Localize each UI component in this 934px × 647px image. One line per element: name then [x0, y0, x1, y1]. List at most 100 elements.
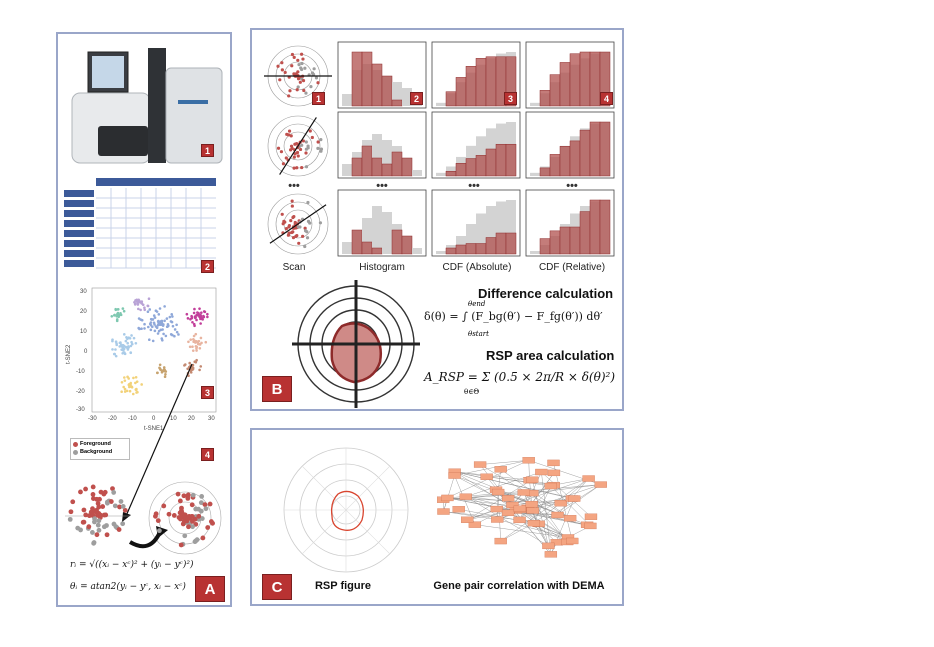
- scatter-point: [190, 492, 196, 498]
- expression-table: [64, 178, 216, 269]
- scan-point: [281, 162, 286, 166]
- tsne-point: [115, 319, 119, 323]
- bg-bar: [436, 251, 446, 254]
- scan-point: [300, 61, 304, 66]
- step-badge-a4: 4: [201, 448, 214, 461]
- sum-index: θ∈Θ: [464, 388, 480, 396]
- tsne-point: [146, 304, 150, 308]
- cdf-plot: [431, 111, 521, 179]
- tsne-point: [159, 368, 162, 372]
- scan-point: [278, 78, 282, 82]
- fg-bar: [549, 230, 561, 255]
- scatter-point: [198, 508, 204, 514]
- scan-point: [280, 68, 284, 72]
- gene-node: [547, 459, 560, 467]
- cdf-plot: [525, 189, 615, 257]
- scan-point: [319, 138, 323, 142]
- scan-point: [296, 85, 300, 89]
- tsne-point: [203, 310, 207, 314]
- tsne-point: [121, 307, 125, 310]
- tsne-point: [132, 336, 136, 340]
- tsne-point: [193, 316, 197, 320]
- bg-bar: [382, 140, 392, 176]
- gene-node: [525, 500, 538, 508]
- rsp-polar-figure: [283, 447, 409, 573]
- tsne-point: [168, 315, 172, 319]
- bg-bar: [436, 172, 446, 176]
- bg-bar: [466, 224, 476, 254]
- tsne-point: [115, 343, 119, 347]
- scatter-point: [184, 518, 190, 524]
- formula-theta: θᵢ = atan2(yᵢ − yᶜ, xᵢ − xᶜ): [70, 582, 186, 592]
- tsne-point: [148, 322, 152, 326]
- gene-node: [526, 476, 539, 483]
- network-edge: [465, 471, 542, 497]
- scatter-point: [189, 514, 195, 519]
- scatter-point: [203, 506, 209, 512]
- scan-point: [303, 66, 307, 70]
- scan-point: [291, 215, 295, 220]
- scatter-point: [68, 509, 74, 515]
- fg-bar: [381, 75, 393, 107]
- legend-background: Background: [80, 449, 113, 455]
- fg-bar: [445, 170, 457, 177]
- fg-bar: [505, 56, 517, 107]
- fg-bar: [445, 247, 457, 255]
- step-badge-a3: 3: [201, 386, 214, 399]
- tsne-xtick: -30: [88, 416, 97, 422]
- fg-bar: [579, 129, 591, 177]
- gene-node: [494, 537, 507, 545]
- integral-lower: θstart: [468, 330, 489, 338]
- gene-node: [584, 513, 598, 520]
- scatter-point: [182, 533, 188, 539]
- cdf-plot: [431, 189, 521, 257]
- scatter-point: [189, 502, 195, 508]
- tsne-point: [141, 303, 145, 307]
- scatter-point: [171, 513, 177, 518]
- tsne-point: [198, 368, 201, 372]
- gene-node: [566, 537, 579, 545]
- fg-bar: [391, 151, 403, 177]
- scan-point: [297, 63, 301, 67]
- rsp-radar: [292, 280, 420, 408]
- fg-bar: [495, 143, 507, 177]
- scan-plot: [267, 193, 329, 255]
- fg-bar: [569, 140, 581, 177]
- scan-point: [314, 76, 319, 80]
- scan-point: [300, 143, 304, 147]
- gene-node: [517, 489, 530, 496]
- gene-node: [527, 519, 541, 527]
- gene-node: [448, 472, 461, 479]
- scan-point: [284, 227, 288, 231]
- tsne-point: [111, 348, 114, 351]
- tsne-xtick: 30: [208, 416, 215, 422]
- tsne-point: [137, 317, 141, 320]
- tsne-point: [160, 319, 164, 323]
- network-edge: [533, 502, 561, 524]
- tsne-point: [200, 341, 203, 345]
- bg-swatch: [73, 449, 78, 455]
- scatter-point: [94, 496, 100, 502]
- fg-bar: [589, 51, 601, 107]
- gene-node: [582, 475, 595, 482]
- fg-bar: [361, 241, 373, 255]
- gene-node: [542, 542, 555, 550]
- bg-bar: [476, 213, 486, 254]
- scan-point: [287, 129, 292, 133]
- bg-bar: [436, 102, 446, 106]
- scan-point: [293, 72, 297, 76]
- network-edge: [538, 484, 601, 525]
- tsne-point: [195, 318, 198, 322]
- tsne-point: [186, 317, 190, 320]
- tsne-point: [122, 333, 126, 336]
- tsne-point: [170, 313, 174, 316]
- scatter-point: [192, 539, 198, 545]
- tsne-ytick: 20: [80, 309, 87, 315]
- scan-point: [288, 89, 292, 93]
- fg-bar: [465, 243, 477, 255]
- scatter-point: [175, 491, 181, 497]
- fg-bar: [351, 51, 363, 107]
- scatter-point: [96, 504, 102, 510]
- scatter-point: [161, 503, 167, 509]
- tsne-point: [188, 361, 191, 365]
